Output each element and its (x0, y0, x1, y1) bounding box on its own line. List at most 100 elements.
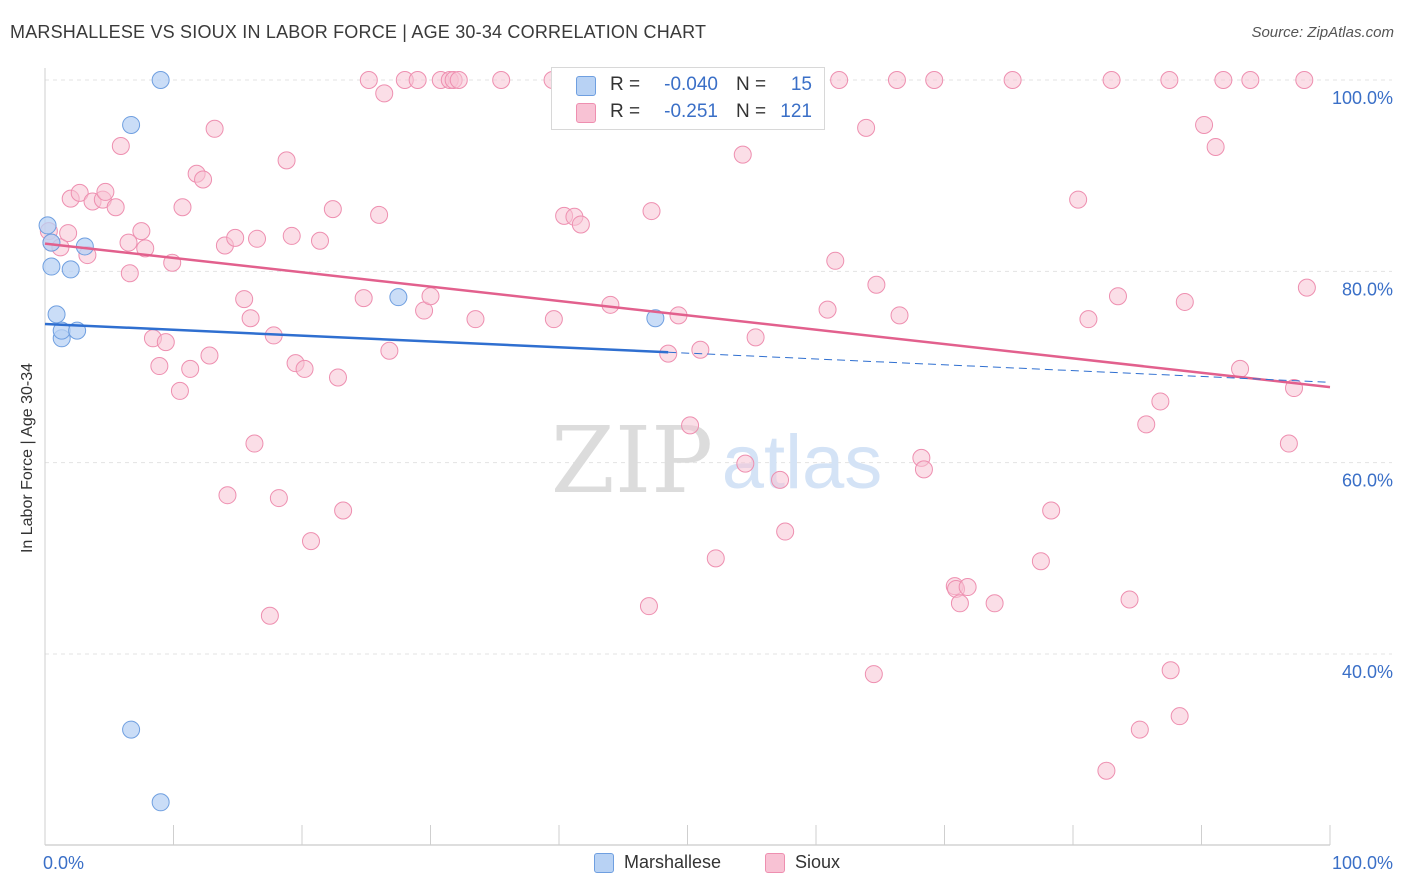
sioux-point (985, 594, 1004, 613)
sioux-point (248, 229, 267, 248)
legend-item-marshallese[interactable]: Marshallese (594, 852, 721, 873)
sioux-point (639, 597, 658, 616)
sioux-point (111, 137, 130, 156)
sioux-point (1214, 71, 1233, 89)
sioux-point (173, 198, 192, 217)
sioux-point (200, 346, 219, 365)
sioux-point (260, 606, 279, 625)
sioux-point (958, 578, 977, 597)
sioux-point (218, 486, 237, 505)
sioux-point (818, 300, 837, 319)
sioux-point (1137, 415, 1156, 434)
legend-marshallese-swatch (594, 852, 614, 873)
sioux-point (120, 264, 139, 283)
sioux-point (205, 119, 224, 138)
sioux-point (269, 489, 288, 508)
marshallese-point (389, 288, 408, 307)
sioux-point (681, 416, 700, 435)
sioux-point (1241, 71, 1260, 89)
sioux-point (830, 71, 849, 89)
sioux-point (1097, 761, 1116, 780)
sioux-point (245, 434, 264, 453)
sioux-point (408, 71, 427, 89)
sioux-point (449, 71, 468, 89)
marshallese-r-value: -0.040 (664, 74, 718, 95)
sioux-point (1079, 310, 1098, 329)
sioux-point (746, 328, 765, 347)
sioux-point (328, 368, 347, 387)
x-tick-label: 100.0% (1332, 853, 1393, 873)
sioux-point (887, 71, 906, 89)
sioux-point (571, 215, 590, 234)
sioux-point (421, 287, 440, 306)
sioux-point (106, 198, 125, 217)
sioux-point (59, 224, 78, 243)
stats-row-sioux: R = -0.251 N = 121 (552, 101, 824, 125)
marshallese-trend-line (44, 322, 669, 354)
sioux-point (150, 357, 169, 376)
marshallese-point (42, 233, 61, 252)
sioux-point (914, 460, 933, 479)
sioux-point (226, 228, 245, 247)
sioux-point (1295, 71, 1314, 89)
y-tick-label: 80.0% (1342, 279, 1393, 299)
sioux-point (1108, 287, 1127, 306)
sioux-point (359, 71, 378, 89)
sioux-point (771, 470, 790, 489)
sioux-point (1003, 71, 1022, 89)
sioux-point (277, 151, 296, 170)
sioux-point (1279, 434, 1298, 453)
legend-sioux-swatch (765, 852, 785, 873)
sioux-point (380, 341, 399, 360)
sioux-point (544, 310, 563, 329)
marshallese-point (646, 309, 665, 328)
sioux-point (241, 309, 260, 328)
legend-sioux-label: Sioux (795, 852, 841, 872)
sioux-point (642, 202, 661, 221)
sioux-point (1130, 720, 1149, 739)
marshallese-point (38, 216, 57, 235)
y-tick-label: 40.0% (1342, 662, 1393, 682)
marshallese-point (151, 71, 170, 89)
sioux-point (1206, 137, 1225, 156)
sioux-point (1031, 552, 1050, 571)
sioux-point (181, 359, 200, 378)
legend-marshallese-label: Marshallese (624, 852, 722, 872)
y-tick-label: 60.0% (1342, 471, 1393, 491)
trend-lines (44, 242, 1331, 389)
sioux-n-label: N = (736, 101, 767, 122)
sioux-point (295, 359, 314, 378)
sioux-point (826, 251, 845, 270)
marshallese-point (42, 257, 61, 276)
sioux-point (1297, 278, 1316, 297)
chart-title: MARSHALLESE VS SIOUX IN LABOR FORCE | AG… (10, 22, 707, 42)
marshallese-swatch (576, 76, 596, 96)
marshallese-point (122, 115, 141, 134)
marshallese-point (61, 260, 80, 279)
watermark: ZIP atlas (551, 407, 882, 514)
tick-labels: 40.0% 60.0% 80.0% 100.0% 0.0% 100.0% (43, 88, 1393, 873)
sioux-point (706, 549, 725, 568)
sioux-point (354, 289, 373, 308)
sioux-point (1195, 115, 1214, 134)
sioux-point (733, 145, 752, 164)
sioux-point (659, 344, 678, 363)
sioux-points (39, 71, 1316, 780)
sioux-point (1160, 71, 1179, 89)
sioux-point (1042, 501, 1061, 520)
legend-item-sioux[interactable]: Sioux (765, 852, 840, 873)
sioux-point (136, 239, 155, 258)
x-tick-label: 0.0% (43, 853, 84, 873)
source-label: Source: ZipAtlas.com (1251, 24, 1394, 41)
sioux-point (492, 71, 511, 89)
sioux-point (1102, 71, 1121, 89)
sioux-point (132, 222, 151, 241)
grid-layer (45, 79, 1392, 655)
sioux-point (119, 233, 138, 252)
sioux-point (864, 665, 883, 684)
marshallese-r-label: R = (610, 74, 641, 95)
stats-row-marshallese: R = -0.040 N = 15 (552, 74, 824, 98)
sioux-point (323, 200, 342, 219)
sioux-r-label: R = (610, 101, 641, 122)
